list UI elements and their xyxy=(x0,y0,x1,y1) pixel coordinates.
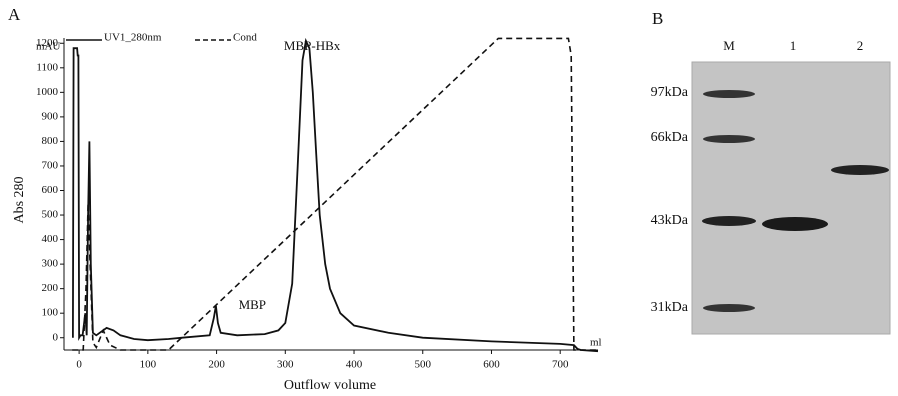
x-unit: ml xyxy=(590,337,602,349)
y-tick-label: 1200 xyxy=(36,37,59,49)
y-tick-label: 300 xyxy=(42,258,59,270)
x-tick-label: 300 xyxy=(277,359,294,371)
y-tick-label: 600 xyxy=(42,184,59,196)
x-axis-label: Outflow volume xyxy=(284,378,376,393)
y-tick-label: 200 xyxy=(42,282,59,294)
lane-label: M xyxy=(723,38,735,53)
band xyxy=(762,217,828,231)
marker-label: 97kDa xyxy=(651,85,689,100)
y-tick-label: 100 xyxy=(42,307,59,319)
legend-label: UV1_280nm xyxy=(104,32,162,44)
band xyxy=(703,304,755,312)
series-line xyxy=(73,41,598,351)
marker-label: 66kDa xyxy=(651,130,689,145)
x-tick-label: 400 xyxy=(346,359,363,371)
marker-label: 43kDa xyxy=(651,213,689,228)
x-tick-label: 600 xyxy=(483,359,500,371)
annotation: MBP xyxy=(239,297,266,312)
band xyxy=(703,90,755,98)
y-tick-label: 500 xyxy=(42,209,59,221)
y-tick-label: 900 xyxy=(42,110,59,122)
x-tick-label: 100 xyxy=(140,359,157,371)
y-tick-label: 1100 xyxy=(36,61,58,73)
legend-label: Cond xyxy=(233,32,257,44)
lane-label: 2 xyxy=(857,38,864,53)
y-tick-label: 0 xyxy=(53,331,59,343)
band xyxy=(831,165,889,175)
y-axis-label: Abs 280 xyxy=(12,176,27,223)
x-tick-label: 0 xyxy=(76,359,82,371)
lane-label: 1 xyxy=(790,38,797,53)
y-tick-label: 800 xyxy=(42,135,59,147)
marker-label: 31kDa xyxy=(651,300,689,315)
panel-label: A xyxy=(8,5,21,24)
x-tick-label: 200 xyxy=(208,359,225,371)
annotation: MBP-HBx xyxy=(284,38,341,53)
panel-label: B xyxy=(652,9,663,28)
band xyxy=(703,135,755,143)
band xyxy=(702,216,756,226)
figure: A mAU Abs 280 Outflow volume ml B M 1 2 … xyxy=(0,0,898,396)
gel-image xyxy=(692,62,890,334)
y-tick-label: 400 xyxy=(42,233,59,245)
y-tick-label: 700 xyxy=(42,159,59,171)
y-tick-label: 1000 xyxy=(36,86,59,98)
x-tick-label: 700 xyxy=(552,359,569,371)
x-tick-label: 500 xyxy=(414,359,431,371)
series-line xyxy=(72,38,598,350)
gel-panel: B M 1 2 97kDa 66kDa 43kDa 31kDa xyxy=(651,9,890,334)
